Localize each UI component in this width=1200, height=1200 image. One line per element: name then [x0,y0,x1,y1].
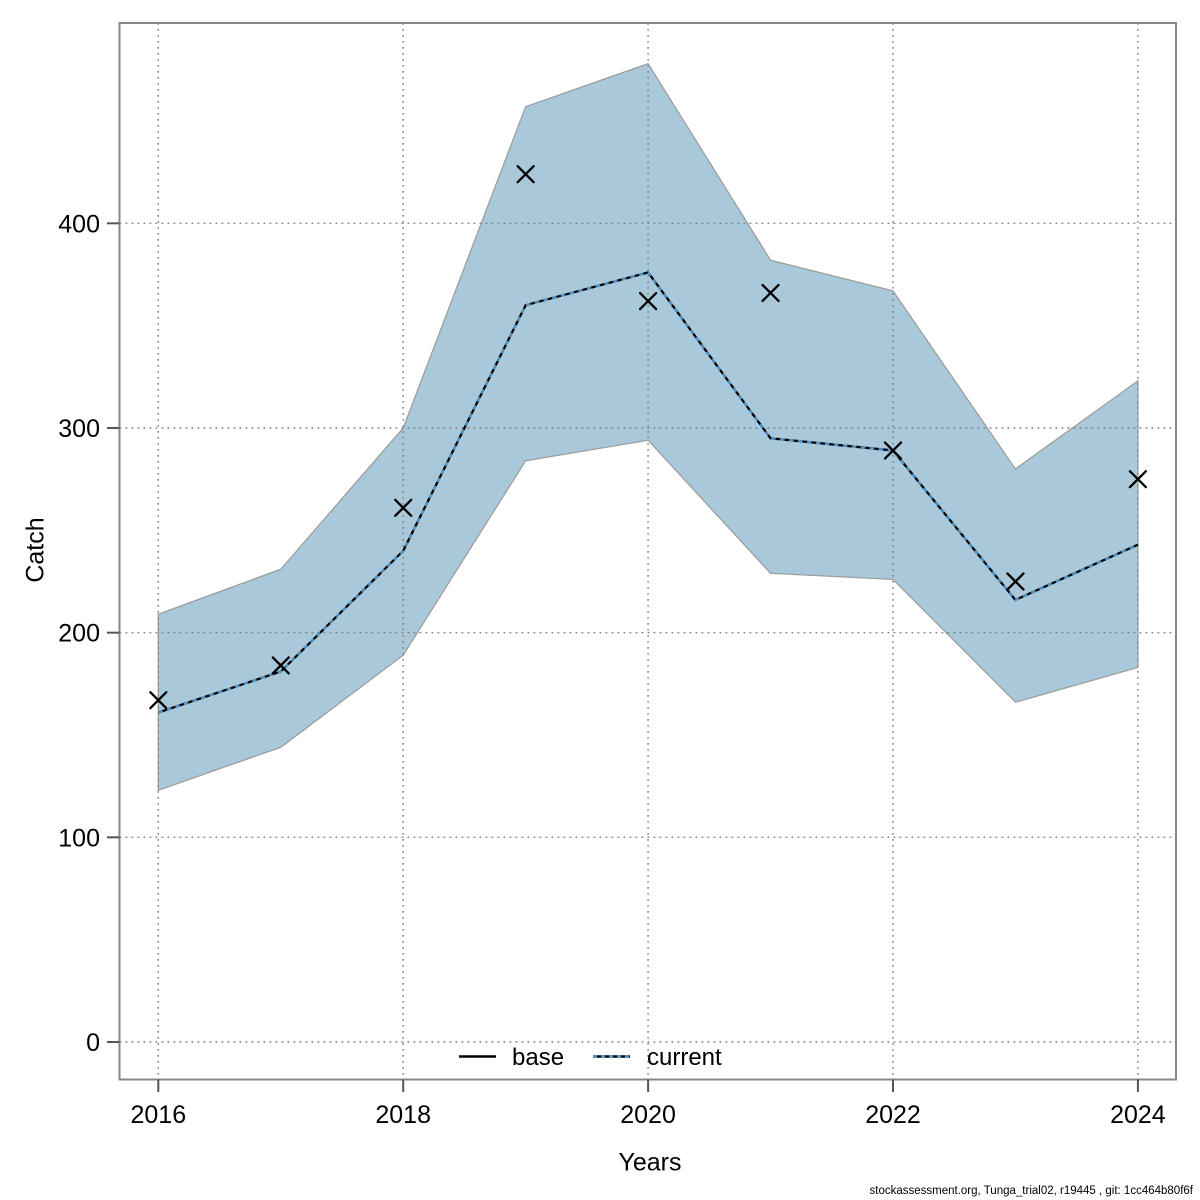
y-tick-label: 300 [58,415,100,443]
observation-marker [149,691,168,710]
observation-marker [1128,470,1148,489]
axis-ticks [107,222,1139,1092]
x-tick-label: 2018 [375,1101,431,1129]
y-tick-labels: 0 100 200 300 400 [58,210,100,1057]
legend: base current [459,1044,722,1071]
observation-marker [883,441,903,460]
legend-current-label: current [647,1044,722,1071]
observation-marker [516,165,535,184]
observation-markers [149,165,1148,710]
x-tick-label: 2016 [130,1101,186,1129]
x-tick-labels: 2016 2018 2020 2022 2024 [130,1101,1165,1129]
observation-marker [1006,572,1025,591]
y-tick-label: 400 [58,210,100,238]
footer-run-info: stockassessment.org, Tunga_trial02, r194… [869,1185,1193,1197]
y-axis-title: Catch [21,517,50,583]
current-line [157,271,1139,714]
observation-marker [761,283,780,303]
observation-marker [394,498,413,517]
x-axis-title: Years [618,1148,682,1177]
x-tick-label: 2020 [620,1101,676,1129]
observation-marker [638,291,658,311]
legend-base-label: base [512,1044,564,1071]
x-tick-label: 2022 [865,1101,921,1129]
observation-marker [271,656,290,675]
y-tick-label: 0 [86,1029,100,1057]
x-tick-label: 2024 [1110,1101,1166,1129]
y-tick-label: 200 [58,620,100,648]
y-tick-label: 100 [58,824,100,852]
confidence-band [157,62,1139,792]
